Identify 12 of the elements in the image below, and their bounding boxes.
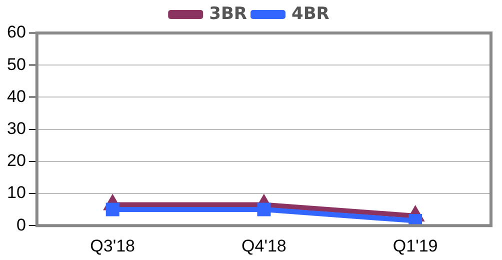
x-tick-label: Q1'19 [392, 236, 438, 256]
y-tick-label: 20 [6, 151, 26, 170]
x-tick-label: Q4'18 [242, 236, 286, 256]
legend-label: 3BR [209, 4, 248, 24]
y-tick-label: 0 [16, 215, 26, 234]
y-tick-label: 50 [6, 54, 26, 74]
legend-label: 4BR [292, 4, 330, 24]
y-tick-label: 60 [6, 22, 26, 42]
y-tick-label: 10 [6, 183, 26, 202]
y-tick-label: 30 [6, 118, 26, 138]
y-tick-label: 40 [6, 86, 26, 106]
x-tick-label: Q3'18 [90, 236, 136, 256]
